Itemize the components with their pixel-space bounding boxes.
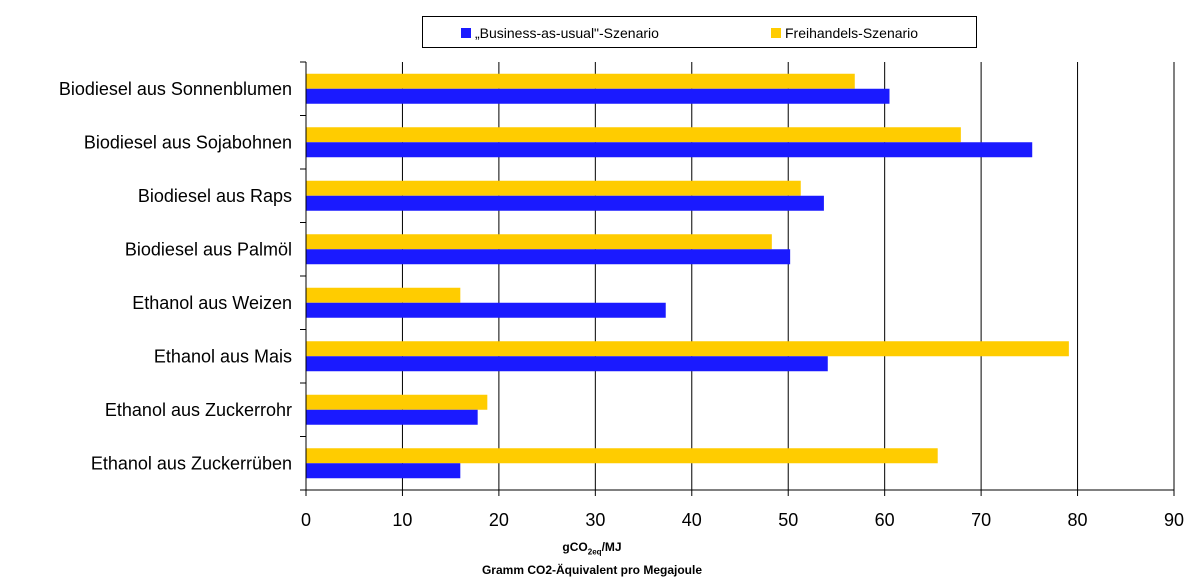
legend-item-freihandel: Freihandels-Szenario: [771, 25, 918, 41]
category-label: Ethanol aus Zuckerrüben: [91, 453, 292, 473]
x-tick-label: 50: [778, 510, 798, 530]
category-label: Biodiesel aus Raps: [138, 186, 292, 206]
bar-freihandel-6: [306, 394, 488, 410]
bar-bau-6: [306, 409, 478, 425]
x-tick-label: 30: [585, 510, 605, 530]
bar-bau-3: [306, 249, 791, 265]
bar-bau-2: [306, 195, 824, 211]
bar-bau-4: [306, 302, 666, 318]
x-tick-label: 90: [1164, 510, 1184, 530]
bar-freihandel-2: [306, 180, 801, 196]
x-tick-label: 60: [875, 510, 895, 530]
x-tick-label: 40: [682, 510, 702, 530]
bar-bau-7: [306, 463, 461, 479]
legend-swatch-bau: [461, 28, 471, 38]
category-label: Biodiesel aus Sojabohnen: [84, 132, 292, 152]
legend-label-freihandel: Freihandels-Szenario: [785, 25, 919, 41]
x-axis-label-main: gCO: [562, 540, 588, 554]
category-label: Biodiesel aus Sonnenblumen: [59, 79, 292, 99]
x-tick-label: 80: [1068, 510, 1088, 530]
bar-freihandel-3: [306, 234, 772, 250]
bar-bau-0: [306, 88, 890, 104]
category-label: Ethanol aus Mais: [154, 346, 292, 366]
x-axis-label-line2: Gramm CO2-Äquivalent pro Megajoule: [481, 563, 703, 577]
category-label: Ethanol aus Weizen: [132, 293, 292, 313]
bar-freihandel-0: [306, 73, 855, 89]
x-tick-label: 70: [971, 510, 991, 530]
bar-freihandel-7: [306, 448, 938, 464]
legend-label-bau: „Business-as-usual"-Szenario: [475, 25, 659, 41]
bar-freihandel-5: [306, 341, 1069, 357]
bar-freihandel-4: [306, 287, 461, 303]
x-tick-label: 0: [301, 510, 311, 530]
legend-item-bau: „Business-as-usual"-Szenario: [461, 25, 659, 41]
category-label: Biodiesel aus Palmöl: [125, 239, 292, 259]
legend-swatch-freihandel: [771, 28, 781, 38]
x-tick-label: 10: [392, 510, 412, 530]
bar-bau-5: [306, 356, 828, 372]
bar-freihandel-1: [306, 127, 961, 143]
x-tick-label: 20: [489, 510, 509, 530]
category-label: Ethanol aus Zuckerrohr: [105, 400, 292, 420]
x-axis-label-suffix: /MJ: [601, 540, 622, 554]
legend: „Business-as-usual"-Szenario Freihandels…: [422, 16, 977, 48]
x-axis-label: gCO2eq/MJ: [0, 540, 1192, 556]
bar-bau-1: [306, 142, 1033, 158]
x-axis-label-sub: 2eq: [587, 547, 602, 557]
